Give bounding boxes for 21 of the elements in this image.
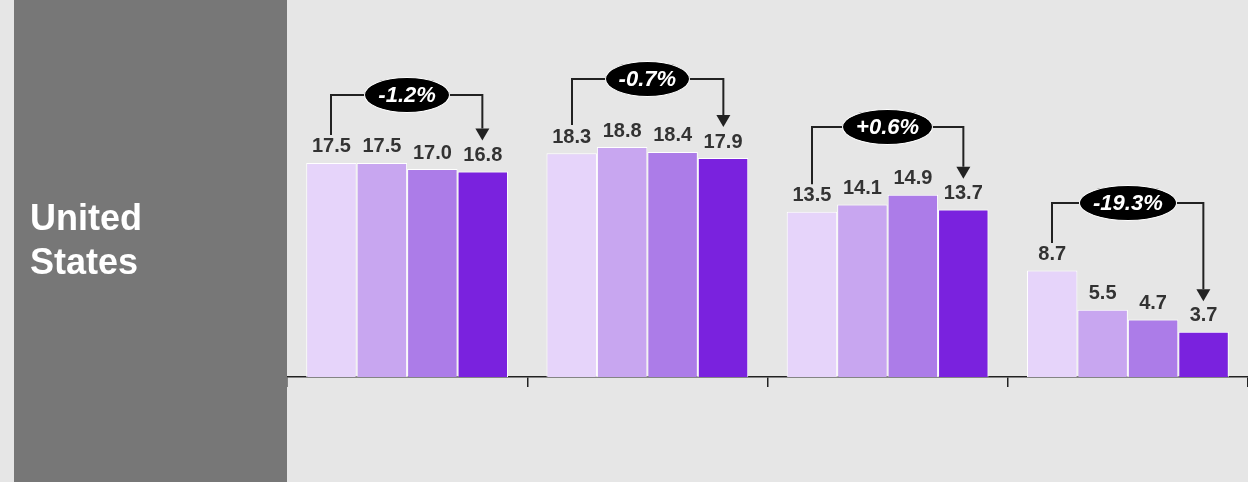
text: -1.2% — [364, 76, 450, 113]
text: +0.6% — [842, 108, 934, 145]
text: United States — [30, 196, 143, 284]
data-label: 16.8 — [463, 143, 503, 165]
data-label: 17.5 — [311, 134, 351, 157]
data-label: 13.5 — [792, 183, 832, 206]
data-label: 17.0 — [412, 140, 452, 163]
data-label: 14.9 — [893, 166, 933, 189]
data-label: 13.7 — [943, 180, 983, 203]
data-label: 18.3 — [552, 124, 592, 147]
data-label: 8.7 — [1038, 242, 1067, 265]
annotation: -19.3% — [1079, 184, 1177, 221]
data-label: 5.5 — [1088, 281, 1117, 304]
data-label: 17.9 — [703, 129, 743, 152]
data-label: 17.5 — [362, 134, 402, 157]
text: -0.7% — [604, 61, 691, 97]
data-label: 18.4 — [653, 123, 693, 146]
data-label: 4.7 — [1139, 291, 1168, 314]
data-label: 18.8 — [602, 118, 642, 141]
data-label: 3.7 — [1189, 303, 1218, 326]
data-label: 14.1 — [842, 176, 882, 199]
